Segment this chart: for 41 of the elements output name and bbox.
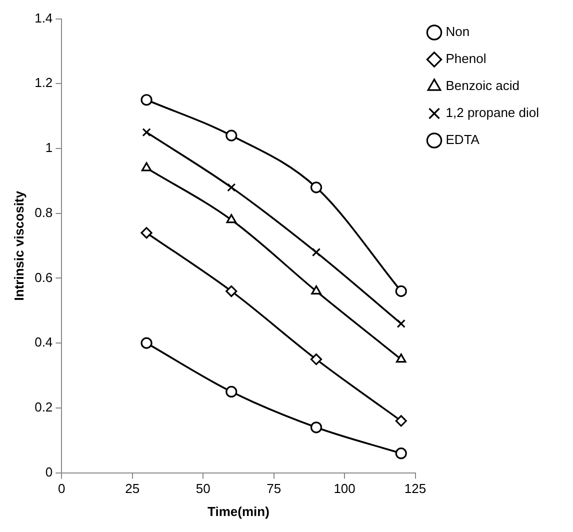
x-axis-title: Time(min) bbox=[208, 504, 270, 519]
point bbox=[140, 94, 152, 106]
y-tick-label: 1.4 bbox=[34, 10, 53, 26]
point bbox=[311, 285, 322, 294]
y-axis-title: Intrinsic viscosity bbox=[11, 190, 26, 301]
legend-label: Phenol bbox=[446, 51, 486, 66]
point bbox=[395, 415, 407, 427]
point bbox=[395, 448, 407, 460]
point bbox=[227, 183, 236, 192]
y-tick-label: 0.8 bbox=[34, 204, 53, 220]
point bbox=[310, 354, 322, 366]
x-tick-label: 75 bbox=[266, 481, 282, 496]
point bbox=[140, 337, 152, 349]
y-tick-label: 0.2 bbox=[34, 400, 53, 415]
x-tick-label: 125 bbox=[404, 481, 426, 496]
point bbox=[226, 285, 238, 297]
x-tick-label: 25 bbox=[125, 481, 140, 496]
y-tick-label: 1 bbox=[45, 140, 53, 156]
point bbox=[310, 182, 322, 194]
point bbox=[142, 128, 151, 137]
legend-label: Benzoic acid bbox=[446, 78, 520, 94]
point bbox=[396, 354, 406, 363]
point bbox=[226, 214, 237, 224]
point bbox=[395, 285, 407, 297]
point bbox=[310, 422, 322, 434]
x-tick-label: 0 bbox=[58, 481, 66, 496]
x-tick-label: 100 bbox=[334, 481, 356, 496]
x-tick-label: 50 bbox=[196, 481, 210, 496]
legend-label: Non bbox=[446, 24, 470, 40]
y-tick-label: 0 bbox=[45, 464, 53, 480]
point bbox=[226, 130, 238, 142]
point bbox=[312, 248, 321, 257]
point bbox=[141, 162, 152, 172]
y-tick-label: 1.2 bbox=[34, 75, 53, 90]
legend-label: EDTA bbox=[446, 132, 480, 148]
point bbox=[226, 386, 238, 398]
y-tick-label: 0.6 bbox=[34, 270, 53, 285]
point bbox=[140, 227, 152, 239]
point bbox=[396, 319, 406, 328]
y-tick-label: 0.4 bbox=[34, 334, 53, 350]
legend-label: 1,2 propane diol bbox=[446, 105, 540, 120]
